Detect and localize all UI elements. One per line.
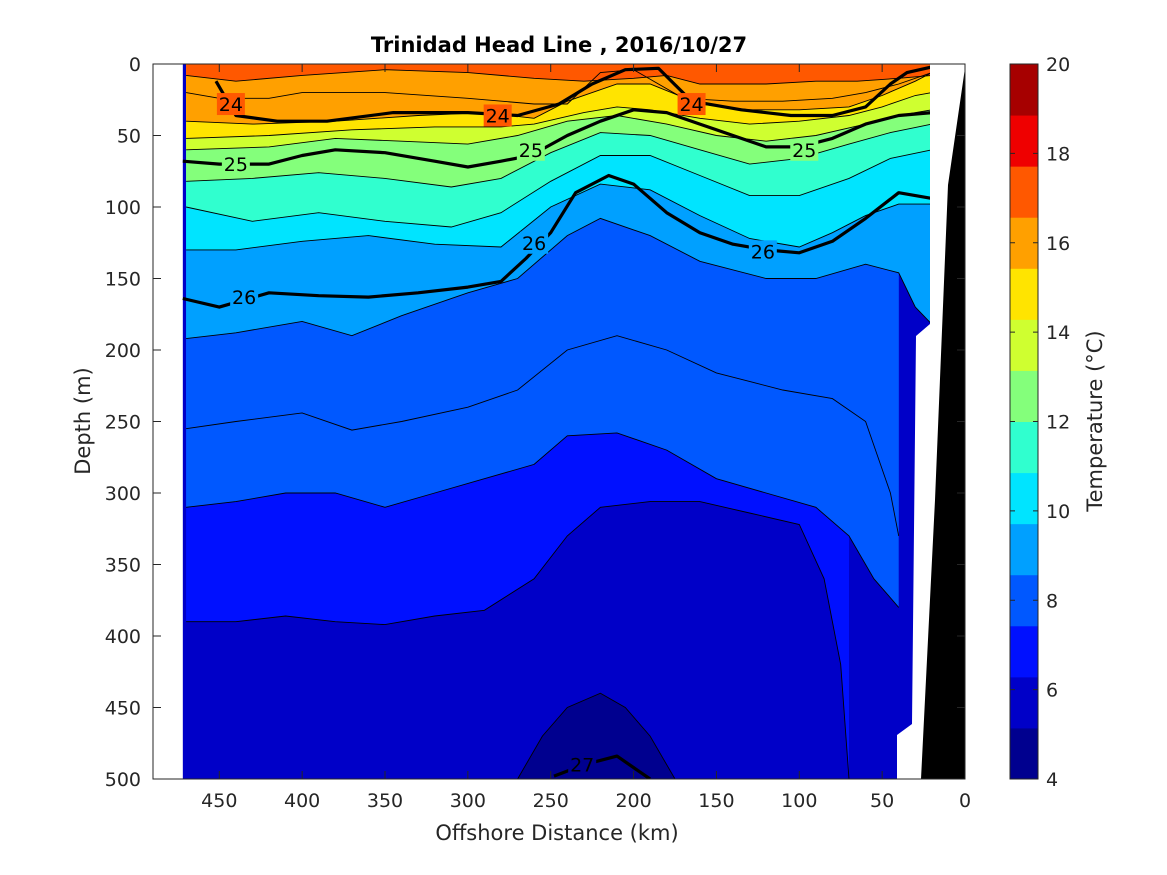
plot-area: 24 24 24 25 25 25 26 26 26 27: [152, 63, 966, 780]
density-label-bg: [483, 104, 512, 127]
colorbar-segment: [1010, 625, 1038, 678]
x-tick-label: 350: [367, 790, 403, 812]
density-label-24: 24: [679, 94, 703, 116]
continental-slope-land: [921, 68, 965, 779]
y-tick-label: 150: [105, 269, 141, 291]
density-label-bg: [748, 240, 777, 263]
density-label-bg: [221, 153, 250, 176]
chart-title: Trinidad Head Line , 2016/10/27: [371, 33, 747, 57]
colorbar-segment: [1010, 523, 1038, 576]
y-tick-label: 450: [105, 698, 141, 720]
coastal-mask: [897, 64, 965, 779]
density-label-bg: [568, 753, 597, 776]
density-label-24: 24: [486, 105, 510, 127]
isotherm-line-6: [186, 501, 850, 779]
isotherm-line-10: [186, 183, 932, 251]
x-axis-label: Offshore Distance (km): [435, 821, 678, 845]
colorbar-segment: [1010, 319, 1038, 371]
x-tick-label: 250: [533, 790, 569, 812]
y-tick-label: 250: [105, 412, 141, 434]
x-tick-label: 200: [615, 790, 651, 812]
density-label-bg: [677, 93, 706, 116]
y-tick-label: 500: [105, 769, 141, 791]
y-axis: 0 50 100 150 200 250 300 350 400 450 500: [105, 54, 965, 791]
x-tick-label: 100: [781, 790, 817, 812]
colorbar-segment: [1010, 370, 1038, 422]
isotherm-line-9: [186, 217, 933, 340]
x-axis: 450 400 350 300 250 200 150 100 50 0: [201, 64, 971, 812]
temperature-fill-layers: [182, 64, 932, 779]
colorbar-tick-label: 4: [1046, 769, 1058, 791]
colorbar-segment: [1010, 115, 1038, 167]
y-tick-label: 0: [129, 54, 141, 76]
colorbar-tick-label: 12: [1046, 412, 1070, 434]
density-label-bg: [216, 93, 245, 116]
colorbar-tick-label: 18: [1046, 143, 1070, 165]
y-tick-label: 400: [105, 626, 141, 648]
density-contour-26: [182, 173, 933, 309]
temperature-band-5: [517, 693, 675, 779]
x-tick-label: 400: [284, 790, 320, 812]
isotherm-line-8: [186, 335, 900, 536]
isotherm-line-11: [186, 149, 932, 228]
density-contour-labels: 24 24 24 25 25 25 26 26 26 27: [216, 93, 819, 777]
isotherm-line-12: [186, 123, 932, 188]
y-tick-label: 350: [105, 555, 141, 577]
density-label-bg: [516, 138, 545, 161]
y-tick-label: 300: [105, 483, 141, 505]
density-label-26: 26: [522, 233, 546, 255]
density-label-27: 27: [570, 755, 594, 777]
colorbar-segment: [1010, 166, 1038, 218]
colorbar-segment: [1010, 64, 1038, 116]
colorbar-segment: [1010, 268, 1038, 320]
density-label-26: 26: [751, 241, 775, 263]
x-tick-label: 450: [201, 790, 237, 812]
y-tick-label: 200: [105, 340, 141, 362]
density-label-26: 26: [232, 287, 256, 309]
y-axis-label: Depth (m): [71, 367, 95, 474]
x-tick-label: 50: [870, 790, 894, 812]
colorbar-segment: [1010, 472, 1038, 525]
temperature-band-17: [186, 64, 932, 84]
colorbar-tick-label: 14: [1046, 322, 1070, 344]
colorbar-tick-label: 10: [1046, 501, 1070, 523]
isotherm-line-15: [186, 72, 933, 125]
colorbar: 4 6 8 10 12 14 16 18 20: [1009, 54, 1070, 791]
colorbar-label: Temperature (°C): [1083, 330, 1107, 512]
density-label-25: 25: [224, 154, 248, 176]
x-tick-label: 300: [450, 790, 486, 812]
colorbar-tick-label: 20: [1046, 54, 1070, 76]
colorbar-tick-label: 16: [1046, 233, 1070, 255]
colorbar-segment: [1010, 421, 1038, 474]
density-contour-24: [214, 65, 933, 123]
isotherm-line-17: [186, 69, 932, 85]
density-label-bg: [520, 231, 549, 254]
y-tick-label: 100: [105, 197, 141, 219]
colorbar-segment: [1010, 676, 1038, 729]
density-label-bg: [790, 138, 819, 161]
colorbar-tick-label: 8: [1046, 590, 1058, 612]
x-tick-label: 150: [698, 790, 734, 812]
density-label-24: 24: [219, 94, 243, 116]
y-tick-label: 50: [117, 126, 141, 148]
isotherm-line-5: [517, 692, 676, 779]
density-label-bg: [230, 286, 259, 309]
colorbar-tick-label: 6: [1046, 680, 1058, 702]
x-tick-label: 0: [959, 790, 971, 812]
colorbar-segment: [1010, 727, 1038, 780]
density-label-25: 25: [519, 140, 543, 162]
density-label-25: 25: [792, 140, 816, 162]
isotherm-line-7: [186, 432, 900, 608]
